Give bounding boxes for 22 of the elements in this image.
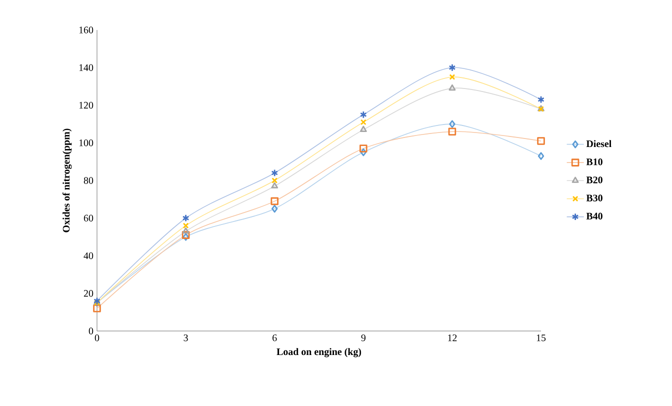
- y-tick-label: 0: [88, 328, 94, 334]
- legend-label: B10: [586, 158, 602, 166]
- x-tick-label: 15: [536, 334, 546, 342]
- y-tick-label: 80: [84, 177, 94, 184]
- y-tick-label: 100: [79, 140, 94, 146]
- y-tick-label: 140: [79, 64, 94, 71]
- x-tick-label: 3: [184, 334, 188, 342]
- legend-label: B20: [586, 176, 602, 184]
- x-tick-label: 6: [272, 334, 277, 342]
- legend-label: Diesel: [586, 140, 612, 148]
- y-tick-label: 60: [84, 214, 94, 222]
- x-axis-title: Load on engine (kg): [276, 348, 362, 358]
- y-tick-label: 40: [84, 252, 94, 260]
- y-tick-label: 120: [79, 102, 94, 109]
- legend-label: B40: [586, 212, 602, 220]
- y-tick-label: 160: [79, 26, 94, 34]
- x-tick-label: 12: [448, 334, 457, 342]
- y-tick-label: 20: [84, 290, 94, 297]
- legend-label: B30: [586, 194, 602, 202]
- y-axis-title: Oxides of nitrogen(ppm): [62, 128, 72, 232]
- x-tick-label: 9: [361, 334, 366, 342]
- x-tick-label: 0: [94, 334, 100, 342]
